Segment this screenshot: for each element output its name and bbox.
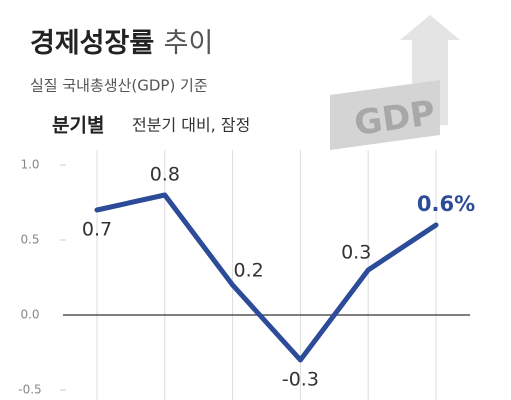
title-light: 추이 xyxy=(164,28,214,59)
title-bold: 경제성장률 xyxy=(30,28,154,59)
y-tick-label: 1.0 xyxy=(20,158,39,172)
data-label: 0.8 xyxy=(150,164,180,186)
y-tick-label: -0.5 xyxy=(18,383,41,397)
data-label: 0.7 xyxy=(82,219,112,241)
gdp-graphic: GDP xyxy=(330,15,460,150)
block-shape xyxy=(330,80,440,150)
data-label: 0.6% xyxy=(417,192,475,216)
panel-label: 분기별 xyxy=(52,115,104,137)
chart-title: 경제성장률 추이 xyxy=(30,28,213,59)
panel-note: 전분기 대비, 잠정 xyxy=(132,116,250,135)
data-label: -0.3 xyxy=(282,369,319,391)
data-label: 0.2 xyxy=(233,260,263,282)
data-label: 0.3 xyxy=(341,242,371,264)
y-tick-label: 0.5 xyxy=(20,233,39,247)
subtitle: 실질 국내총생산(GDP) 기준 xyxy=(30,77,208,95)
y-tick-label: 0.0 xyxy=(20,308,39,322)
line-series xyxy=(94,192,439,363)
